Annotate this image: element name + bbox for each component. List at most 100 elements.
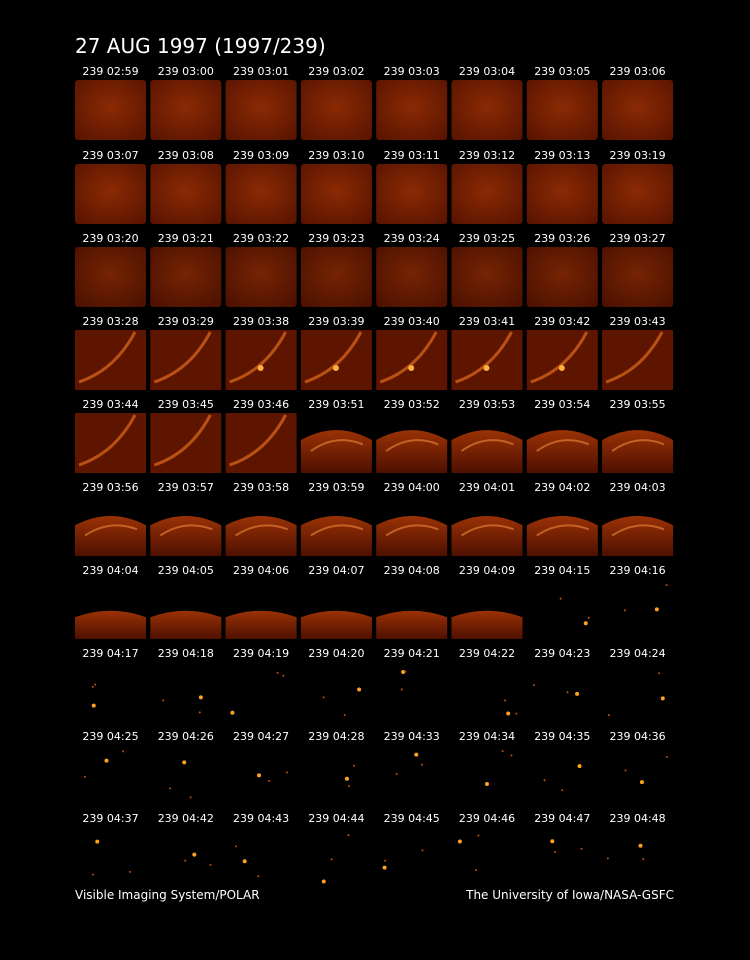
- star-dot: [83, 775, 86, 778]
- star-dot: [257, 875, 260, 878]
- star-dot: [457, 839, 462, 844]
- frame-image: [300, 430, 372, 473]
- star-dot: [665, 756, 668, 759]
- bright-spot: [408, 365, 415, 371]
- frame-image: [150, 164, 222, 224]
- star-dot: [474, 869, 477, 872]
- frame-image: [150, 247, 222, 307]
- frame-label: 239 03:04: [459, 65, 515, 78]
- frame-image: [150, 80, 222, 140]
- star-dot: [162, 699, 165, 702]
- star-dot: [322, 696, 325, 699]
- frame-label: 239 04:06: [233, 564, 289, 577]
- star-dot: [566, 691, 569, 694]
- aurora-arc: [78, 331, 137, 384]
- frame-image: [526, 164, 598, 224]
- frame-image: [376, 247, 448, 307]
- frame-image: [376, 80, 448, 140]
- frame-label: 239 04:42: [158, 812, 214, 825]
- frame-image: [300, 516, 372, 556]
- haze-image: [225, 80, 297, 140]
- frame-label: 239 04:00: [384, 481, 440, 494]
- frame-image: [83, 750, 124, 778]
- star-dot: [169, 787, 172, 790]
- star-dot: [401, 669, 406, 674]
- frame-image: [451, 247, 523, 307]
- frame-image: [550, 839, 583, 853]
- star-dot: [665, 584, 668, 587]
- frame-label: 239 04:44: [308, 812, 364, 825]
- star-dot: [276, 671, 279, 674]
- star-dot: [587, 616, 590, 619]
- star-dot: [420, 763, 423, 766]
- frame-label: 239 03:02: [308, 65, 364, 78]
- frame-label: 239 04:23: [534, 647, 590, 660]
- haze-image: [75, 247, 146, 307]
- footer-left: Visible Imaging System/POLAR: [75, 888, 260, 902]
- frame-label: 239 03:55: [609, 398, 665, 411]
- haze-image: [376, 164, 448, 224]
- frame-label: 239 04:46: [459, 812, 515, 825]
- frame-label: 239 03:06: [609, 65, 665, 78]
- frame-image: [257, 771, 289, 782]
- frame-image: [75, 516, 146, 556]
- star-dot: [184, 859, 187, 862]
- frame-image: [300, 80, 372, 140]
- star-dot: [91, 685, 94, 688]
- haze-image: [451, 164, 523, 224]
- frame-label: 239 04:03: [609, 481, 665, 494]
- frame-label: 239 04:24: [609, 647, 665, 660]
- frame-label: 239 04:35: [534, 730, 590, 743]
- frame-label: 239 04:18: [158, 647, 214, 660]
- frame-image: [526, 80, 598, 140]
- haze-image: [150, 80, 222, 140]
- haze-image: [300, 164, 372, 224]
- haze-image: [150, 247, 222, 307]
- star-dot: [577, 764, 582, 769]
- haze-image: [451, 80, 523, 140]
- haze-image: [225, 164, 297, 224]
- aurora-oval: [536, 524, 590, 537]
- star-dot: [606, 857, 609, 860]
- frame-label: 239 03:24: [384, 232, 440, 245]
- frame-label: 239 03:52: [384, 398, 440, 411]
- frame-image: [382, 849, 424, 870]
- star-dot: [501, 750, 504, 753]
- aurora-arc: [153, 331, 212, 384]
- frame-image: [184, 852, 212, 866]
- frame-image: [235, 845, 260, 878]
- frame-image: [607, 672, 665, 717]
- star-dot: [404, 670, 407, 673]
- star-dot: [321, 879, 326, 884]
- frame-label: 239 03:21: [158, 232, 214, 245]
- aurora-oval: [84, 524, 138, 537]
- star-dot: [209, 863, 212, 866]
- aurora-arc: [229, 331, 287, 384]
- frame-image: [504, 699, 518, 716]
- star-dot: [559, 597, 562, 600]
- frame-label: 239 03:57: [158, 481, 214, 494]
- frame-image: [376, 516, 448, 556]
- star-dot: [561, 789, 564, 792]
- frame-image: [376, 610, 448, 639]
- star-dot: [638, 843, 643, 848]
- frame-label: 239 03:51: [308, 398, 364, 411]
- frame-label: 239 03:45: [158, 398, 214, 411]
- frame-image: [162, 695, 203, 714]
- frame-image: [300, 610, 372, 639]
- frame-label: 239 03:54: [534, 398, 590, 411]
- star-dot: [257, 773, 262, 778]
- frame-label: 239 03:44: [82, 398, 138, 411]
- star-dot: [624, 769, 627, 772]
- aurora-oval: [536, 439, 590, 452]
- star-dot: [543, 779, 546, 782]
- aurora-arc: [78, 414, 137, 467]
- aurora-oval: [460, 439, 514, 452]
- frame-image: [300, 164, 372, 224]
- aurora-arc: [229, 414, 287, 467]
- frame-label: 239 02:59: [82, 65, 138, 78]
- star-dot: [92, 873, 95, 876]
- frame-image: [400, 669, 407, 691]
- frame-label: 239 04:04: [82, 564, 138, 577]
- haze-image: [75, 80, 146, 140]
